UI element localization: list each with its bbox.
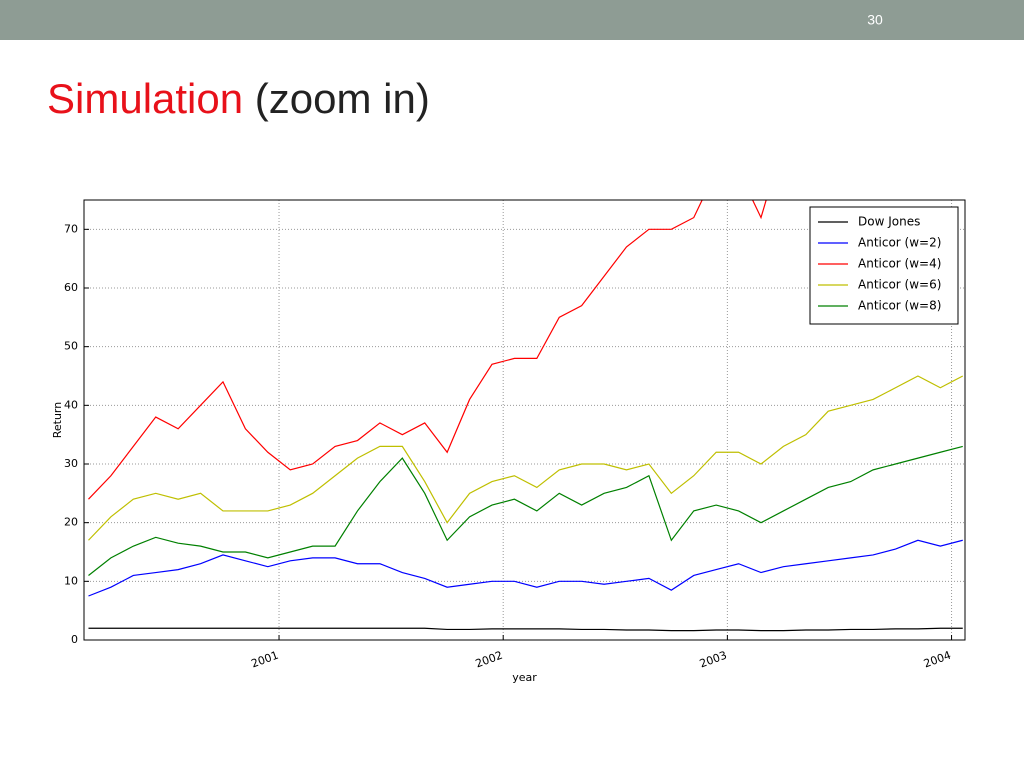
y-axis-label: Return — [51, 402, 64, 439]
y-tick-label: 70 — [64, 222, 78, 235]
legend-label: Anticor (w=8) — [858, 299, 941, 313]
plot-frame — [83, 199, 966, 641]
slide-number: 30 — [867, 12, 883, 28]
legend-label: Anticor (w=4) — [858, 257, 941, 271]
series-line — [88, 627, 963, 632]
y-tick-label: 10 — [64, 574, 78, 587]
top-bar — [0, 0, 1024, 40]
series-line — [88, 539, 963, 597]
y-tick-label: 40 — [64, 398, 78, 411]
x-tick-label: 2004 — [922, 649, 953, 671]
x-tick-label: 2003 — [698, 649, 729, 671]
legend-label: Anticor (w=6) — [858, 278, 941, 292]
y-tick-label: 50 — [64, 340, 78, 353]
title-sub: (zoom in) — [255, 75, 430, 122]
y-tick-label: 0 — [71, 633, 78, 646]
slide-title: Simulation (zoom in) — [47, 75, 430, 122]
x-tick-label: 2001 — [249, 649, 280, 671]
x-tick-label: 2002 — [474, 649, 505, 671]
series-line — [88, 375, 964, 541]
series-line — [88, 445, 963, 576]
y-tick-label: 60 — [64, 281, 78, 294]
y-tick-label: 20 — [64, 516, 78, 529]
series-group — [88, 200, 964, 632]
legend-label: Dow Jones — [858, 215, 920, 229]
y-tick-label: 30 — [64, 457, 78, 470]
series-line — [88, 200, 767, 500]
x-axis-label: year — [512, 671, 537, 684]
legend-box — [809, 206, 959, 325]
title-main: Simulation — [47, 75, 243, 122]
legend-label: Anticor (w=2) — [858, 236, 941, 250]
plot: 0 10 20 30 40 50 60 70 2001 2002 2003 2004 year Retur… — [51, 199, 966, 684]
